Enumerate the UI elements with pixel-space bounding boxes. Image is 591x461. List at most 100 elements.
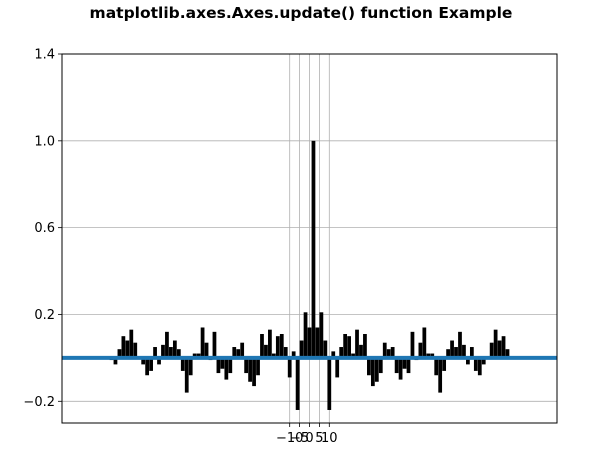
bar <box>394 357 399 374</box>
bar <box>311 140 316 358</box>
bar <box>454 347 458 358</box>
bar <box>268 329 272 358</box>
bar <box>367 357 371 376</box>
bar <box>125 340 130 358</box>
bar <box>236 349 241 358</box>
chart-title: matplotlib.axes.Axes.update() function E… <box>90 4 513 22</box>
bar <box>477 357 482 376</box>
bar <box>351 353 355 358</box>
bar <box>161 344 165 358</box>
bar <box>204 342 209 358</box>
bar <box>169 347 173 358</box>
bar <box>374 357 379 382</box>
y-tick-label: 1.4 <box>34 48 55 63</box>
bar <box>192 353 197 358</box>
y-tick-label: 0.6 <box>34 221 55 236</box>
bar <box>232 347 237 358</box>
bar <box>244 357 249 374</box>
bar <box>355 329 359 358</box>
bar <box>260 334 264 358</box>
bar <box>275 336 280 358</box>
x-axis: −10−50 510 <box>276 423 338 446</box>
bar <box>339 347 344 358</box>
bar <box>458 331 462 358</box>
bar <box>287 357 292 378</box>
bar <box>473 357 478 371</box>
x-tick-label: 10 <box>321 431 338 446</box>
bar <box>256 357 260 376</box>
bar <box>398 357 403 380</box>
bar <box>442 357 447 371</box>
bar <box>224 357 229 380</box>
bar <box>319 312 324 358</box>
bar <box>327 357 332 410</box>
bar <box>497 340 502 358</box>
y-tick-label: −0.2 <box>23 395 55 410</box>
y-axis: −0.2 0.2 0.6 1.0 1.4 <box>23 48 62 410</box>
bar <box>505 349 510 358</box>
bar <box>343 334 348 358</box>
bar <box>466 357 470 365</box>
y-tick-label: 1.0 <box>34 134 55 149</box>
bar <box>489 342 494 358</box>
bar <box>252 357 256 387</box>
x-tick-label: 5 <box>315 431 323 446</box>
bar <box>153 347 157 358</box>
bar <box>141 357 146 365</box>
bar <box>406 357 411 374</box>
bar <box>172 340 177 358</box>
bar <box>434 357 439 376</box>
bar <box>426 353 431 358</box>
bar <box>196 353 201 358</box>
bar <box>220 357 225 369</box>
y-tick-label: 0.2 <box>34 308 55 323</box>
bar <box>240 342 245 358</box>
bar <box>390 347 395 358</box>
bar <box>410 331 415 358</box>
bars <box>109 140 510 410</box>
bar <box>283 347 288 358</box>
bar <box>149 357 153 371</box>
bar <box>462 344 466 358</box>
bar <box>438 357 443 393</box>
bar <box>446 349 450 358</box>
bar <box>176 349 181 358</box>
bar <box>180 357 185 371</box>
bar <box>212 331 217 358</box>
bar <box>145 357 150 376</box>
bar <box>382 342 387 358</box>
bar <box>279 334 284 358</box>
bar <box>188 357 193 376</box>
bar <box>264 344 268 358</box>
bar <box>331 351 336 358</box>
bar <box>121 336 126 358</box>
bar <box>157 357 161 365</box>
x-tick-label: 0 <box>305 431 313 446</box>
bar <box>271 353 276 358</box>
x-tick-label: −5 <box>290 431 309 446</box>
bar <box>113 357 118 365</box>
bar <box>481 357 486 365</box>
bar <box>216 357 221 374</box>
bar <box>493 329 498 358</box>
bar <box>335 357 340 378</box>
bar <box>184 357 189 393</box>
bar <box>323 340 328 358</box>
bar <box>307 327 312 358</box>
bar <box>469 347 474 358</box>
bar <box>370 357 375 387</box>
bar <box>430 353 435 358</box>
bar <box>359 344 363 358</box>
bar <box>129 329 134 358</box>
bar <box>200 327 205 358</box>
bar <box>378 357 383 374</box>
bar <box>295 357 300 410</box>
bar <box>347 336 351 358</box>
bar <box>133 342 138 358</box>
bar <box>248 357 252 382</box>
bar <box>450 340 454 358</box>
bar <box>303 312 308 358</box>
bar <box>117 349 122 358</box>
